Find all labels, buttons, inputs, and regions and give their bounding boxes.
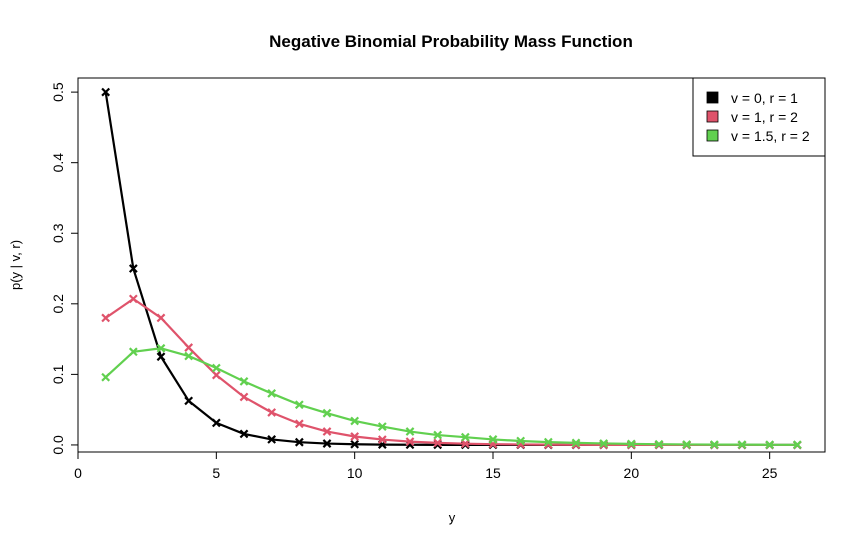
data-point — [543, 437, 553, 447]
data-point — [433, 430, 443, 440]
data-point — [101, 313, 111, 323]
data-point — [239, 429, 249, 439]
data-point — [211, 370, 221, 380]
y-axis: 0.0 0.1 0.2 0.3 0.4 0.5 — [50, 82, 79, 455]
data-point — [211, 418, 221, 428]
data-point — [599, 439, 609, 448]
data-point — [267, 389, 277, 398]
legend-swatch — [706, 91, 719, 104]
y-tick-label: 0.1 — [50, 364, 66, 384]
x-tick-label: 15 — [485, 465, 501, 481]
data-point — [101, 372, 111, 382]
data-point — [322, 408, 332, 418]
data-point — [156, 313, 166, 323]
data-point — [294, 437, 304, 447]
data-point — [377, 435, 387, 444]
legend: v = 0, r = 1 v = 1, r = 2 v = 1.5, r = 2 — [692, 77, 826, 157]
data-point — [405, 437, 415, 447]
data-point — [626, 439, 636, 449]
x-tick-label: 5 — [212, 465, 220, 481]
data-point — [682, 440, 692, 449]
data-point — [322, 439, 332, 448]
data-point — [184, 396, 194, 406]
x-tick-label: 20 — [624, 465, 640, 481]
chart-title: Negative Binomial Probability Mass Funct… — [269, 32, 633, 51]
data-point — [239, 377, 249, 386]
data-point — [571, 438, 581, 448]
data-point — [184, 343, 194, 352]
y-tick-label: 0.2 — [50, 294, 66, 314]
series-2 — [101, 294, 802, 450]
y-tick-label: 0.4 — [50, 153, 66, 173]
data-point — [184, 351, 194, 361]
data-point — [267, 435, 277, 444]
data-point — [488, 435, 498, 444]
data-point — [654, 439, 664, 449]
data-point — [350, 439, 360, 449]
data-point — [267, 408, 277, 417]
data-point — [405, 427, 415, 436]
legend-box — [692, 77, 826, 157]
series-layer — [101, 87, 802, 450]
data-point — [128, 294, 138, 304]
series-line — [105, 297, 798, 447]
data-point — [322, 427, 332, 436]
y-tick-label: 0.3 — [50, 223, 66, 243]
data-point — [156, 352, 166, 362]
y-axis-label: p(y | v, r) — [8, 240, 23, 290]
data-point — [294, 419, 304, 429]
series-line — [104, 347, 798, 446]
data-point — [101, 87, 111, 97]
data-point — [350, 416, 360, 426]
data-point — [128, 347, 138, 357]
legend-swatch — [706, 110, 719, 123]
data-point — [377, 422, 387, 431]
data-point — [211, 363, 221, 373]
x-tick-label: 25 — [762, 465, 778, 481]
data-point — [350, 432, 360, 441]
legend-label: v = 1, r = 2 — [731, 109, 798, 125]
x-tick-label: 10 — [347, 465, 363, 481]
data-point — [294, 400, 304, 410]
x-tick-label: 0 — [74, 465, 82, 481]
x-axis: 0 5 10 15 20 25 — [74, 451, 778, 481]
data-point — [709, 440, 719, 449]
data-point — [516, 436, 526, 446]
y-tick-label: 0.5 — [50, 82, 66, 102]
x-axis-label: y — [449, 510, 456, 525]
legend-label: v = 1.5, r = 2 — [731, 128, 810, 144]
data-point — [737, 440, 747, 450]
legend-swatch — [706, 129, 719, 142]
data-point — [765, 440, 775, 450]
y-tick-label: 0.0 — [50, 435, 66, 455]
data-point — [156, 343, 166, 353]
legend-label: v = 0, r = 1 — [731, 90, 798, 106]
data-point — [433, 438, 443, 448]
data-point — [460, 439, 470, 449]
data-point — [128, 264, 138, 273]
data-point — [239, 392, 249, 402]
data-point — [460, 432, 470, 442]
series-3 — [101, 343, 802, 450]
data-point — [792, 440, 802, 450]
